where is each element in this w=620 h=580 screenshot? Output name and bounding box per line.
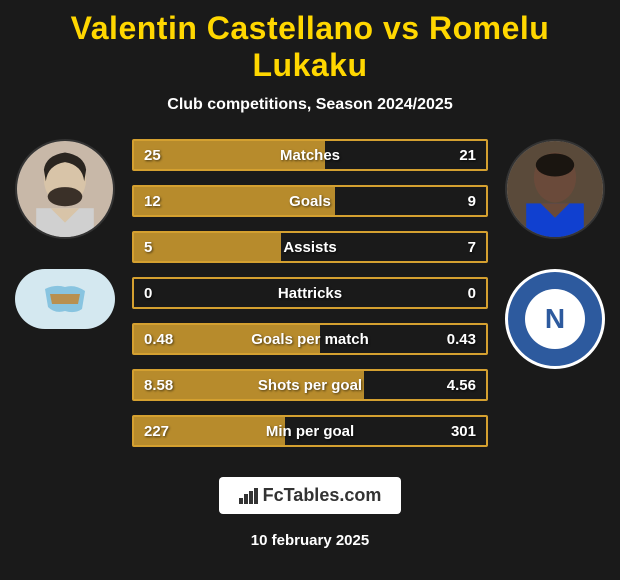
player2-avatar (505, 139, 605, 239)
subtitle: Club competitions, Season 2024/2025 (10, 96, 610, 114)
site-logo-text: FcTables.com (263, 485, 382, 505)
stat-label: Goals per match (251, 331, 369, 348)
stat-value-left: 25 (144, 147, 161, 164)
stat-row: 0 Hattricks 0 (132, 277, 488, 309)
stat-value-left: 0 (144, 285, 152, 302)
stat-label: Goals (289, 193, 331, 210)
stat-value-right: 0 (468, 285, 476, 302)
napoli-crest-icon: N (525, 289, 585, 349)
player1-column (10, 139, 120, 329)
stat-label: Shots per goal (258, 377, 362, 394)
footer-logo: FcTables.com (10, 477, 610, 514)
stat-label: Matches (280, 147, 340, 164)
stat-row: 25 Matches 21 (132, 139, 488, 171)
site-logo: FcTables.com (219, 477, 402, 514)
stat-label: Assists (283, 239, 336, 256)
footer-date: 10 february 2025 (10, 532, 610, 549)
player2-club-badge: N (505, 269, 605, 369)
player2-column: N (500, 139, 610, 369)
stat-value-right: 7 (468, 239, 476, 256)
player1-avatar (15, 139, 115, 239)
stat-fill (134, 233, 281, 261)
stat-value-left: 5 (144, 239, 152, 256)
stat-row: 5 Assists 7 (132, 231, 488, 263)
stat-value-right: 4.56 (447, 377, 476, 394)
stat-label: Hattricks (278, 285, 342, 302)
stat-value-left: 0.48 (144, 331, 173, 348)
stat-row: 12 Goals 9 (132, 185, 488, 217)
stat-row: 8.58 Shots per goal 4.56 (132, 369, 488, 401)
stat-value-left: 227 (144, 423, 169, 440)
stat-value-right: 9 (468, 193, 476, 210)
stat-label: Min per goal (266, 423, 354, 440)
stat-row: 227 Min per goal 301 (132, 415, 488, 447)
stat-value-right: 21 (459, 147, 476, 164)
page-title: Valentin Castellano vs Romelu Lukaku (10, 10, 610, 84)
player1-club-badge (15, 269, 115, 329)
lazio-crest-icon (40, 279, 90, 319)
stat-value-left: 12 (144, 193, 161, 210)
stats-column: 25Matches2112Goals95Assists70Hattricks00… (132, 139, 488, 447)
stat-value-left: 8.58 (144, 377, 173, 394)
stat-row: 0.48 Goals per match 0.43 (132, 323, 488, 355)
stat-value-right: 0.43 (447, 331, 476, 348)
stat-value-right: 301 (451, 423, 476, 440)
comparison-area: 25Matches2112Goals95Assists70Hattricks00… (10, 139, 610, 447)
